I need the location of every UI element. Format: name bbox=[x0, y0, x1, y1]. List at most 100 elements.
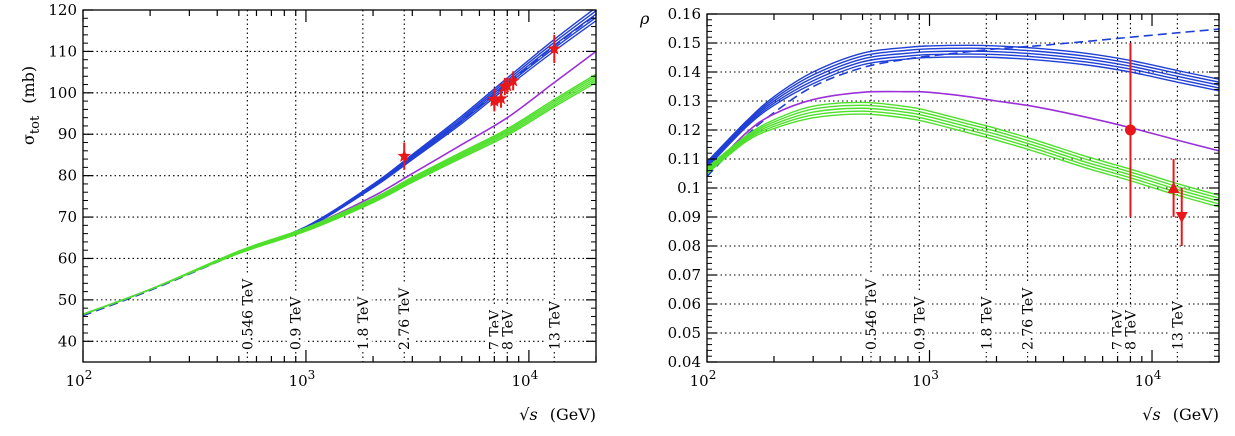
energy-label-bg bbox=[1121, 307, 1140, 352]
y-axis-title: ρ bbox=[639, 9, 650, 28]
x-tick-exponent: 3 bbox=[308, 368, 316, 382]
x-tick-label: 104 bbox=[1135, 368, 1162, 390]
series-0-curve bbox=[83, 13, 596, 316]
grid-lines bbox=[83, 10, 596, 362]
x-axis-title-sqrt: √s bbox=[1142, 405, 1160, 424]
y-tick-label: 0.04 bbox=[668, 353, 701, 371]
x-axis-title-unit: (GeV) bbox=[1173, 405, 1219, 424]
x-axis-title: √s (GeV) bbox=[1142, 405, 1219, 424]
data-point-star bbox=[487, 92, 502, 105]
data-points bbox=[397, 34, 561, 170]
x-axis-title: √s (GeV) bbox=[519, 405, 596, 424]
plot-frame bbox=[82, 9, 597, 363]
y-tick-label: 0.1 bbox=[677, 179, 701, 197]
energy-label-bg bbox=[353, 290, 372, 352]
y-axis: 40 50 60 70 80 90 100 110 120 bbox=[48, 1, 596, 350]
energy-label: 1.8 TeV bbox=[979, 296, 995, 350]
energy-label-bg bbox=[238, 274, 257, 352]
x-tick-base: 10 bbox=[690, 372, 709, 390]
x-axis-title-unit: (GeV) bbox=[550, 405, 596, 424]
series-0-curve bbox=[83, 20, 596, 316]
energy-label: 0.546 TeV bbox=[240, 278, 256, 350]
energy-label: 13 TeV bbox=[1170, 300, 1186, 350]
x-tick-base: 10 bbox=[512, 372, 531, 390]
series-0-curve bbox=[83, 10, 594, 316]
y-tick-label: 120 bbox=[48, 1, 77, 19]
series-3-curve bbox=[707, 101, 1219, 196]
y-tick-label: 0.12 bbox=[668, 121, 701, 139]
series-3-curve bbox=[83, 73, 596, 316]
y-tick-label: 0.14 bbox=[668, 63, 701, 81]
curves bbox=[83, 10, 596, 317]
series-1-dashed-curve bbox=[83, 14, 596, 317]
series-0-curve bbox=[83, 10, 596, 316]
energy-label: 8 TeV bbox=[1123, 309, 1139, 350]
y-tick-label: 0.06 bbox=[668, 295, 701, 313]
data-point-triangle-down bbox=[1175, 212, 1188, 223]
x-axis: 102 103 104 bbox=[690, 14, 1220, 390]
y-tick-label: 0.05 bbox=[668, 324, 701, 342]
x-tick-exponent: 4 bbox=[1154, 368, 1162, 382]
energy-label: 0.9 TeV bbox=[912, 296, 928, 350]
x-axis-title-sqrt: √s bbox=[519, 405, 537, 424]
energy-label-bg bbox=[1018, 282, 1037, 352]
x-tick-exponent: 4 bbox=[531, 368, 539, 382]
x-tick-label: 102 bbox=[66, 368, 93, 390]
y-tick-label: 0.07 bbox=[668, 266, 701, 284]
energy-label: 0.9 TeV bbox=[289, 296, 305, 350]
series-3-curve bbox=[83, 75, 596, 316]
y-tick-label: 0.08 bbox=[668, 237, 701, 255]
series-3-curve bbox=[83, 81, 596, 316]
energy-label: 2.76 TeV bbox=[397, 287, 413, 350]
y-tick-label: 0.11 bbox=[668, 150, 701, 168]
x-tick-label: 103 bbox=[912, 368, 939, 390]
series-0-curve bbox=[707, 56, 1219, 169]
energy-label: 8 TeV bbox=[500, 309, 516, 350]
y-tick-label: 0.09 bbox=[668, 208, 701, 226]
curves bbox=[707, 28, 1219, 208]
x-tick-label: 103 bbox=[289, 368, 316, 390]
y-tick-label: 70 bbox=[58, 208, 77, 226]
data-point-triangle-up bbox=[1167, 182, 1180, 193]
energy-label-bg bbox=[286, 290, 305, 352]
series-2-curve bbox=[707, 90, 1219, 175]
energy-label: 2.76 TeV bbox=[1021, 287, 1037, 350]
y-axis-title-symbol: σ bbox=[19, 134, 38, 145]
y-tick-label: 100 bbox=[48, 84, 77, 102]
energy-label-bg bbox=[910, 290, 929, 352]
series-0-curve bbox=[83, 16, 596, 316]
series-3-curve bbox=[707, 113, 1219, 208]
data-point-star bbox=[494, 91, 508, 105]
y-axis-title: σtot (mb) bbox=[19, 66, 43, 145]
x-axis: 102 103 104 bbox=[66, 10, 597, 390]
energy-label: 13 TeV bbox=[547, 300, 563, 350]
x-tick-base: 10 bbox=[1135, 372, 1154, 390]
x-tick-label: 104 bbox=[512, 368, 539, 390]
energy-label: 0.546 TeV bbox=[864, 278, 880, 350]
x-tick-base: 10 bbox=[66, 372, 85, 390]
y-tick-label: 0.15 bbox=[668, 34, 701, 52]
y-tick-label: 0.16 bbox=[668, 5, 701, 23]
energy-label-bg bbox=[977, 290, 996, 352]
series-0-curve bbox=[707, 50, 1219, 166]
y-tick-label: 0.13 bbox=[668, 92, 701, 110]
data-point-star bbox=[547, 41, 561, 55]
y-tick-label: 80 bbox=[58, 167, 77, 185]
x-tick-exponent: 3 bbox=[931, 368, 939, 382]
y-tick-label: 90 bbox=[58, 125, 77, 143]
y-axis-title-subscript: tot bbox=[28, 115, 43, 134]
y-tick-label: 50 bbox=[58, 291, 77, 309]
series-0-curve bbox=[707, 44, 1219, 163]
series-3-curve bbox=[83, 79, 596, 316]
data-points bbox=[1124, 43, 1188, 246]
series-2-curve bbox=[83, 50, 596, 316]
series-1-dashed-curve bbox=[707, 28, 1219, 177]
energy-label-bg bbox=[395, 282, 414, 352]
x-tick-label: 102 bbox=[690, 368, 717, 390]
data-point-star bbox=[500, 78, 514, 92]
